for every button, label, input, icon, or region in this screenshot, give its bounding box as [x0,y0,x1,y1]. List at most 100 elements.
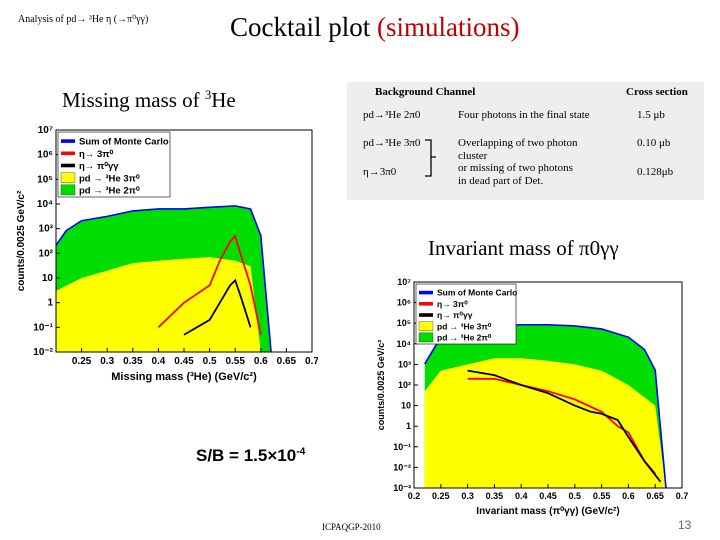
legend-entry: pd → ³He 2π⁰ [79,186,140,197]
y-tick-label: 10⁵ [397,318,411,328]
y-tick-label: 10⁴ [37,199,53,210]
legend-entry: Sum of Monte Carlo [437,288,517,298]
title-paren: (simulations) [376,12,520,42]
x-tick-label: 0.2 [408,491,421,501]
y-tick-label: 10⁷ [397,277,411,287]
y-tick-label: 10⁶ [397,298,411,308]
x-tick-label: 0.4 [151,356,165,367]
y-tick-label: 10⁶ [37,150,53,161]
legend-entry: η→ π⁰γγ [437,310,473,320]
missing-mass-label-text: Missing mass of [62,88,200,112]
legend-box [57,131,171,198]
missing-mass-label: Missing mass of 3He [62,88,236,113]
y-tick-label: 10⁻³ [393,483,411,493]
y-tick-label: 10 [42,273,54,284]
background-table: Background Channel Cross section pd→³He … [347,82,704,200]
missing-mass-label-sup: 3 [204,88,212,102]
x-tick-label: 0.7 [676,491,689,501]
x-tick-label: 0.55 [225,356,245,367]
sb-exponent: -4 [296,446,306,458]
legend-swatch [419,313,433,317]
x-tick-label: 0.3 [461,491,474,501]
x-tick-label: 0.3 [100,356,114,367]
sb-text: S/B = 1.5×10 [196,446,297,465]
series-fill [56,257,261,352]
legend-entry: η→ π⁰γγ [79,161,119,172]
header-note: Analysis of pd→ ³He η (→π⁰γγ) [18,14,149,25]
x-tick-label: 0.45 [539,491,557,501]
sum-mc-line [55,205,272,352]
y-tick-label: 10² [39,248,54,259]
y-tick-label: 1 [406,421,411,431]
y-tick-label: 10⁻¹ [33,322,53,333]
legend-swatch [60,172,76,183]
y-tick-label: 10² [398,380,411,390]
table-row-1-reaction: pd→³He 2π0 [363,109,421,121]
legend-entry: η→ 3π⁰ [79,149,113,160]
legend-swatch [61,163,75,168]
y-tick-label: 10³ [398,359,411,369]
footer-conference: ICPAQGP-2010 [322,522,381,532]
x-tick-label: 0.65 [646,491,664,501]
y-tick-label: 10⁷ [38,125,53,136]
legend-swatch [60,184,76,196]
y-tick-label: 10 [401,401,411,411]
legend-swatch [419,290,433,295]
slide-title: Cocktail plot (simulations) [230,12,519,43]
table-header-channel: Background Channel [375,86,476,98]
legend-entry: Sum of Monte Carlo [79,137,169,148]
table-row-1-cross: 1.5 μb [637,109,665,121]
x-tick-label: 0.4 [515,491,528,501]
legend-swatch [61,139,75,143]
y-tick-label: 10⁵ [37,174,53,185]
invariant-mass-plot: 10⁷ 10⁶ 10⁵ 10⁴ 10³ 10² 10 1 10⁻¹ 10⁻² 10⁻³0.2 0.25… [376,277,689,517]
legend-swatch [61,151,75,156]
x-tick-label: 0.5 [569,491,582,501]
y-tick-label: 10⁴ [397,339,411,349]
table-row-3-cross: 0.128μb [637,166,674,178]
missing-mass-label-tail: He [211,88,236,112]
x-tick-label: 0.5 [203,356,217,367]
table-row-2-cross: 0.10 μb [637,137,671,149]
page-number: 13 [678,518,692,532]
missing-mass-plot: 10⁷ 10⁶ 10⁵ 10⁴ 10³ 10² 10 1 10⁻¹ 10⁻² 0.25 0.3 0.35… [16,125,318,383]
x-tick-label: 0.35 [486,491,504,501]
y-tick-label: 10³ [39,224,54,235]
table-row-2-reaction: pd→³He 3π0 [363,137,421,149]
grouping-bracket [425,139,436,177]
x-tick-label: 0.6 [254,356,268,367]
table-row-1-description: Four photons in the final state [458,109,590,121]
legend-entry: η→ 3π⁰ [437,299,468,309]
x-tick-label: 0.7 [305,356,318,367]
x-tick-label: 0.25 [72,356,92,367]
y-tick-label: 1 [47,298,53,309]
series-line [467,369,662,483]
x-axis-label: Invariant mass (π⁰γγ) (GeV/c²) [476,506,619,517]
table-row-2-description: Overlapping of two photon cluster or mis… [458,137,578,187]
x-tick-label: 0.25 [432,491,450,501]
title-main: Cocktail plot [230,12,371,42]
x-tick-label: 0.6 [622,491,635,501]
legend-entry: pd → ³He 2π⁰ [437,333,492,343]
series-fill [424,358,666,488]
legend-entry: pd → ³He 3π⁰ [79,173,140,184]
x-tick-label: 0.65 [277,356,297,367]
y-tick-label: 10⁻² [393,462,411,472]
series-line [467,377,656,475]
series-line [183,278,252,336]
y-tick-label: 10⁻² [33,347,53,358]
table-row-3-reaction: η→3π0 [363,166,397,178]
legend-swatch [419,302,433,306]
series-line [157,234,262,335]
y-axis-label: counts/0.0025 GeV/c² [376,340,386,431]
y-axis-label: counts/0.0025 GeV/c² [16,190,27,291]
x-axis-label: Missing mass (³He) (GeV/c²) [111,371,257,383]
y-tick-label: 10⁻¹ [393,442,411,452]
legend-swatch [418,321,434,331]
invariant-mass-label: Invariant mass of π0γγ [428,236,619,260]
signal-background-ratio: S/B = 1.5×10-4 [196,446,305,466]
x-tick-label: 0.55 [593,491,611,501]
legend-swatch [418,332,434,343]
table-header-cross: Cross section [626,86,688,98]
x-tick-label: 0.35 [123,356,143,367]
